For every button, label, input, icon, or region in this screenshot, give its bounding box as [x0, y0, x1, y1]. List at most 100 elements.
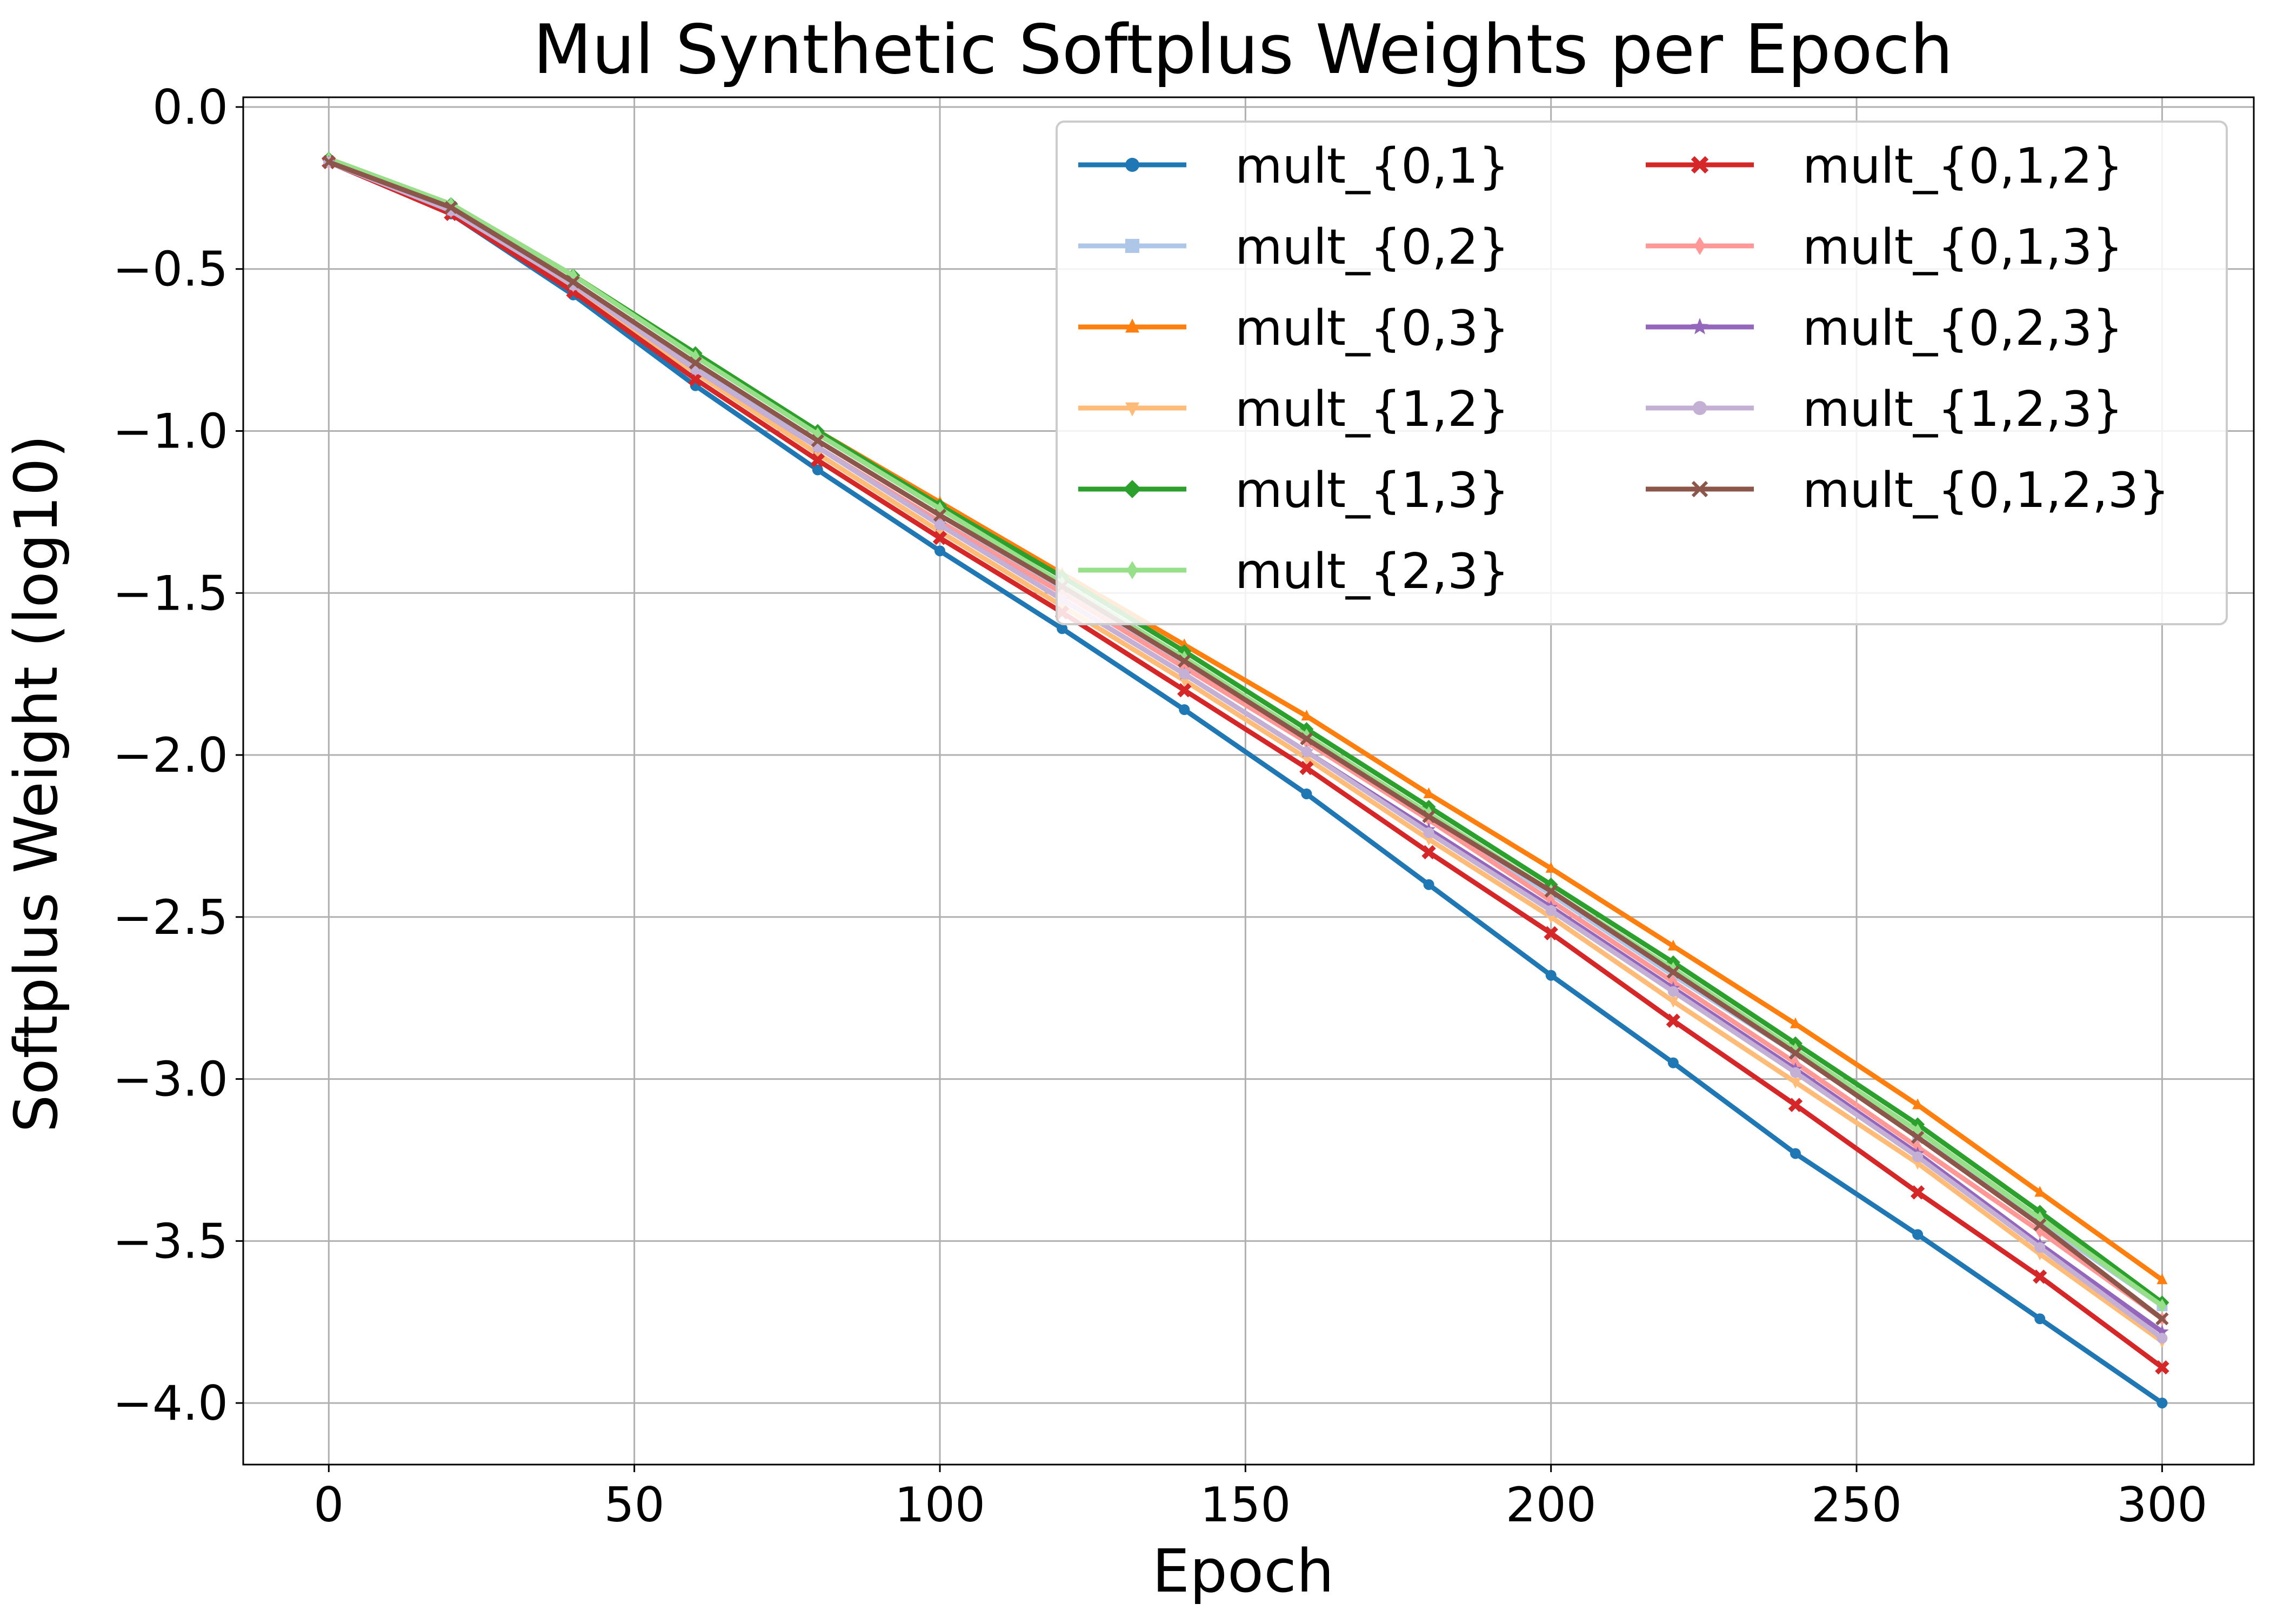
x-tick-label: 150 — [1200, 1477, 1291, 1533]
data-point — [1667, 939, 1679, 951]
chart-title: Mul Synthetic Softplus Weights per Epoch — [533, 10, 1953, 89]
data-point — [2034, 1242, 2046, 1253]
legend-label: mult_{1,2} — [1235, 381, 1510, 438]
legend-item: mult_{0,2,3} — [1646, 300, 2124, 357]
legend-label: mult_{1,3} — [1235, 462, 1510, 519]
y-tick-label: −2.0 — [112, 727, 228, 783]
data-point — [2155, 1360, 2169, 1375]
y-tick-label: −1.5 — [112, 565, 228, 621]
legend-label: mult_{0,1,3} — [1802, 219, 2124, 276]
data-point — [1667, 1057, 1679, 1068]
legend-label: mult_{0,3} — [1235, 300, 1510, 357]
legend-label: mult_{0,1,2,3} — [1802, 462, 2169, 519]
series-line — [328, 159, 2164, 1344]
data-point — [1790, 1148, 1801, 1159]
data-point — [1545, 905, 1557, 916]
legend-marker — [1125, 402, 1139, 417]
data-point — [1666, 1013, 1681, 1028]
legend-marker — [1125, 239, 1139, 253]
plot-frame — [242, 96, 2255, 1466]
x-tick-label: 100 — [894, 1477, 985, 1533]
data-point — [444, 201, 458, 214]
y-tick-label: −3.5 — [112, 1213, 228, 1269]
data-point — [566, 275, 580, 289]
legend-marker — [1126, 561, 1138, 579]
y-tick-label: 0.0 — [152, 79, 228, 135]
series-line — [328, 159, 2164, 1405]
data-point — [1790, 1067, 1801, 1078]
data-point — [1421, 845, 1436, 860]
legend-item: mult_{1,3} — [1078, 462, 1510, 519]
legend-box — [1056, 121, 2228, 625]
data-point — [1423, 827, 1434, 838]
data-point — [1179, 676, 1190, 687]
legend-item: mult_{0,1,2,3} — [1646, 462, 2169, 519]
legend-item: mult_{0,1,2} — [1646, 138, 2124, 195]
legend-marker — [1125, 318, 1139, 333]
data-point — [1179, 638, 1190, 650]
x-tick-label: 200 — [1506, 1477, 1597, 1533]
data-point — [689, 356, 702, 370]
data-point — [1788, 1046, 1802, 1060]
y-tick-label: −2.5 — [112, 890, 228, 945]
legend-label: mult_{0,1,2} — [1802, 138, 2124, 195]
legend-marker — [1125, 158, 1139, 172]
data-point — [322, 155, 336, 169]
legend-label: mult_{0,2} — [1235, 219, 1510, 276]
axis-ticks: 0 50 100 150 200 250 300 0.0 −0.5 −1.0 −1.5 −2.0 −2.… — [112, 79, 2207, 1533]
legend-item: mult_{1,2} — [1078, 381, 1510, 438]
x-tick-label: 250 — [1811, 1477, 1902, 1533]
legend-item: mult_{0,1} — [1078, 138, 1510, 195]
data-point — [1300, 732, 1313, 746]
x-tick-label: 300 — [2117, 1477, 2207, 1533]
data-point — [1544, 884, 1558, 898]
data-point — [932, 531, 947, 545]
x-axis-label: Epoch — [1152, 1536, 1334, 1606]
data-point — [1179, 669, 1190, 680]
legend-item: mult_{0,3} — [1078, 300, 1510, 357]
data-point — [1422, 810, 1436, 824]
legend-label: mult_{0,1} — [1235, 138, 1510, 195]
data-point — [934, 519, 945, 531]
legend-marker — [1691, 156, 1709, 174]
legend-marker — [1693, 401, 1707, 415]
data-point — [1179, 704, 1190, 716]
data-point — [1423, 879, 1434, 890]
data-point — [933, 509, 947, 522]
data-point — [688, 372, 703, 386]
data-point — [1545, 861, 1557, 873]
x-tick-label: 50 — [604, 1477, 665, 1533]
legend-label: mult_{0,2,3} — [1802, 300, 2124, 357]
y-axis-label: Softplus Weight (log10) — [2, 435, 71, 1132]
data-point — [812, 464, 823, 476]
legend-item: mult_{2,3} — [1078, 543, 1510, 600]
data-point — [2034, 1313, 2046, 1325]
legend-marker — [1123, 480, 1141, 498]
data-point — [1911, 1131, 1925, 1144]
legend-label: mult_{1,2,3} — [1802, 381, 2124, 438]
data-point — [1912, 1151, 1924, 1162]
data-point — [2156, 1398, 2168, 1409]
data-point — [1178, 654, 1191, 668]
data-point — [2155, 1312, 2169, 1326]
y-tick-label: −3.0 — [112, 1052, 228, 1107]
data-point — [1177, 683, 1192, 698]
data-point — [934, 545, 945, 557]
data-point — [1910, 1185, 1925, 1200]
data-point — [1788, 1098, 1803, 1112]
series-line — [328, 159, 2164, 1321]
data-point — [2034, 1186, 2046, 1197]
legend: mult_{0,1} mult_{0,2} mult_{0,3} mult_{1,2}… — [1056, 121, 2228, 625]
data-point — [2156, 1273, 2168, 1285]
data-point — [1667, 986, 1679, 997]
legend-item: mult_{1,2,3} — [1646, 381, 2124, 438]
data-point — [1544, 926, 1558, 940]
data-point — [812, 449, 823, 460]
data-point — [1666, 965, 1680, 979]
series-line — [328, 159, 2164, 1340]
legend-item: mult_{0,1,3} — [1646, 219, 2124, 276]
legend-marker — [1694, 237, 1706, 255]
data-point — [810, 453, 825, 467]
